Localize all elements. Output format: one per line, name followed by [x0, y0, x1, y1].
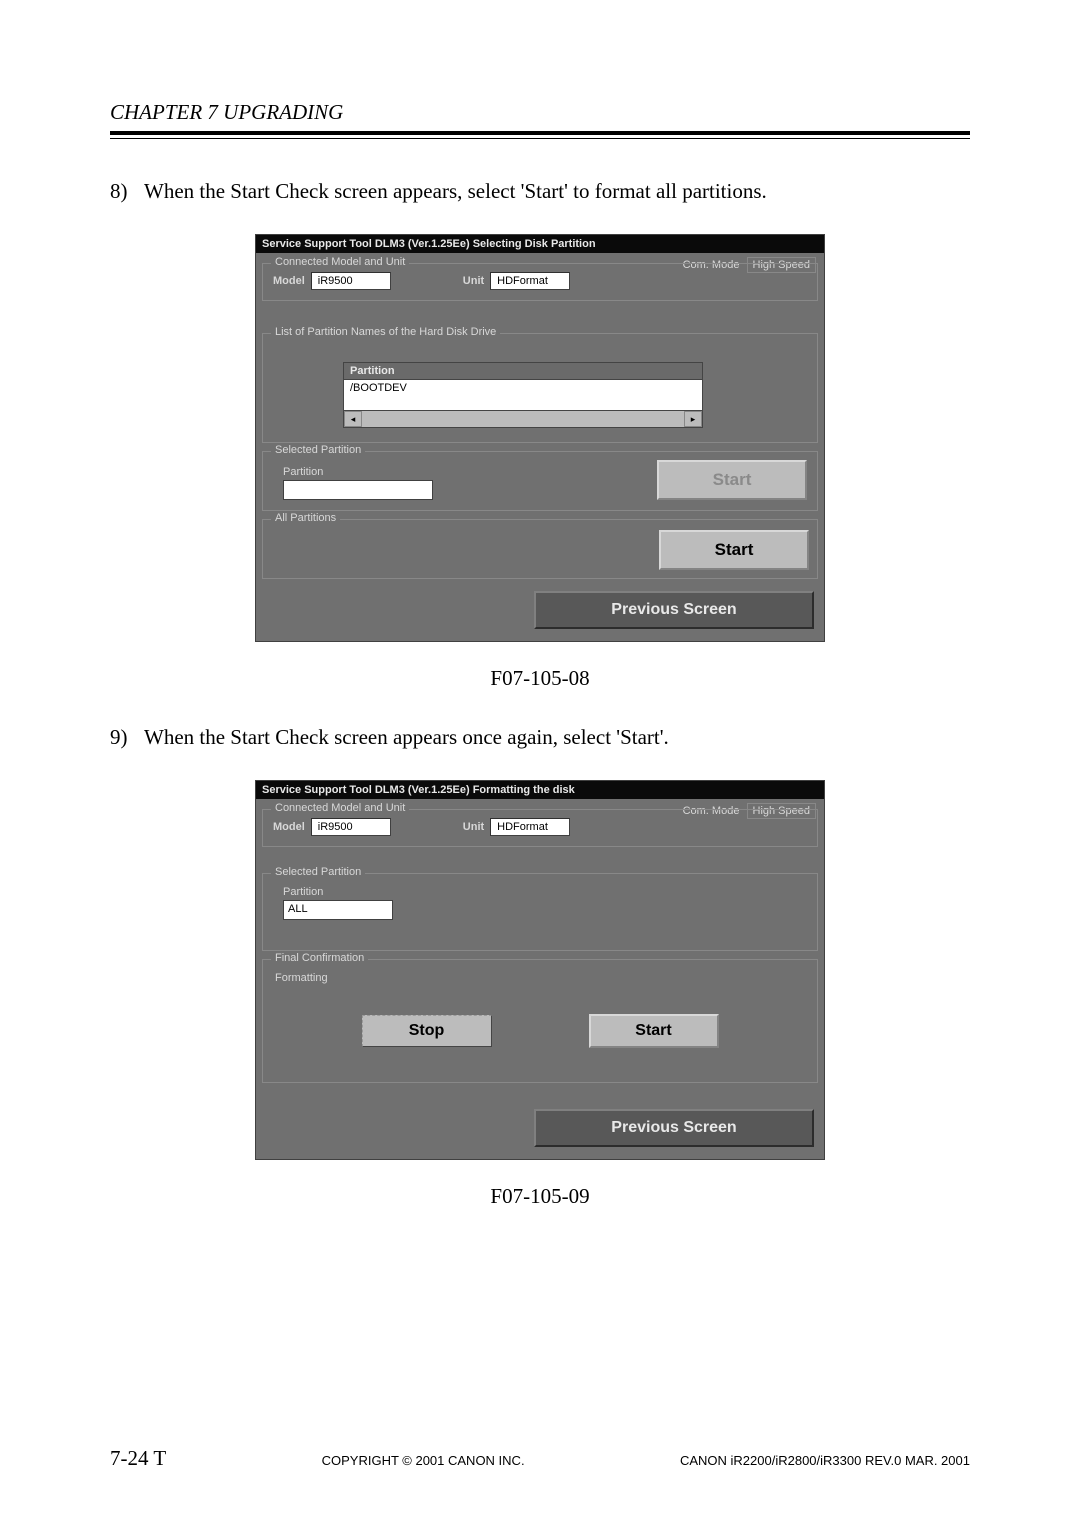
formatting-label: Formatting: [275, 972, 807, 984]
copyright: COPYRIGHT © 2001 CANON INC.: [322, 1453, 525, 1468]
model-label: Model: [273, 821, 305, 833]
previous-screen-button[interactable]: Previous Screen: [534, 1109, 814, 1147]
model-value: iR9500: [311, 272, 391, 290]
horizontal-scrollbar[interactable]: ◂ ▸: [343, 410, 703, 428]
header-rule: [110, 131, 970, 139]
partition-listbox[interactable]: Partition /BOOTDEV ◂ ▸: [343, 362, 703, 428]
group-legend: Selected Partition: [271, 444, 365, 456]
partition-field: [283, 480, 433, 500]
unit-value: HDFormat: [490, 272, 570, 290]
screenshot-select-partition: Service Support Tool DLM3 (Ver.1.25Ee) S…: [255, 234, 825, 642]
figure-caption: F07-105-09: [110, 1184, 970, 1209]
page-number: 7-24 T: [110, 1446, 166, 1471]
group-legend: List of Partition Names of the Hard Disk…: [271, 326, 500, 338]
step-number: 8): [110, 179, 144, 204]
step-number: 9): [110, 725, 144, 750]
partition-list-group: List of Partition Names of the Hard Disk…: [262, 333, 818, 443]
unit-label: Unit: [463, 275, 484, 287]
document-id: CANON iR2200/iR2800/iR3300 REV.0 MAR. 20…: [680, 1453, 970, 1468]
list-item[interactable]: /BOOTDEV: [343, 380, 703, 410]
previous-screen-button[interactable]: Previous Screen: [534, 591, 814, 629]
scroll-right-icon[interactable]: ▸: [684, 411, 702, 427]
unit-label: Unit: [463, 821, 484, 833]
page-footer: 7-24 T COPYRIGHT © 2001 CANON INC. CANON…: [110, 1446, 970, 1471]
stop-button[interactable]: Stop: [362, 1015, 492, 1047]
window-title: Service Support Tool DLM3 (Ver.1.25Ee) S…: [256, 235, 824, 253]
partition-field: ALL: [283, 900, 393, 920]
screenshot-formatting: Service Support Tool DLM3 (Ver.1.25Ee) F…: [255, 780, 825, 1160]
step-9: 9) When the Start Check screen appears o…: [110, 725, 970, 750]
group-legend: Final Confirmation: [271, 952, 368, 964]
start-button[interactable]: Start: [589, 1014, 719, 1048]
partition-label: Partition: [283, 886, 807, 898]
step-text: When the Start Check screen appears, sel…: [144, 179, 970, 204]
connected-model-group: Connected Model and Unit Model iR9500 Un…: [262, 809, 818, 847]
start-button[interactable]: Start: [659, 530, 809, 570]
model-label: Model: [273, 275, 305, 287]
all-partitions-group: All Partitions Start: [262, 519, 818, 579]
group-legend: All Partitions: [271, 512, 340, 524]
group-legend: Connected Model and Unit: [271, 802, 409, 814]
scroll-left-icon[interactable]: ◂: [344, 411, 362, 427]
final-confirmation-group: Final Confirmation Formatting Stop Start: [262, 959, 818, 1083]
partition-label: Partition: [283, 466, 647, 478]
selected-partition-group: Selected Partition Partition ALL: [262, 873, 818, 951]
step-8: 8) When the Start Check screen appears, …: [110, 179, 970, 204]
unit-value: HDFormat: [490, 818, 570, 836]
model-value: iR9500: [311, 818, 391, 836]
figure-caption: F07-105-08: [110, 666, 970, 691]
step-text: When the Start Check screen appears once…: [144, 725, 970, 750]
selected-partition-group: Selected Partition Partition Start: [262, 451, 818, 511]
window-title: Service Support Tool DLM3 (Ver.1.25Ee) F…: [256, 781, 824, 799]
chapter-header: CHAPTER 7 UPGRADING: [110, 100, 970, 125]
connected-model-group: Connected Model and Unit Model iR9500 Un…: [262, 263, 818, 301]
start-button-disabled: Start: [657, 460, 807, 500]
group-legend: Selected Partition: [271, 866, 365, 878]
group-legend: Connected Model and Unit: [271, 256, 409, 268]
list-column-header: Partition: [343, 362, 703, 380]
